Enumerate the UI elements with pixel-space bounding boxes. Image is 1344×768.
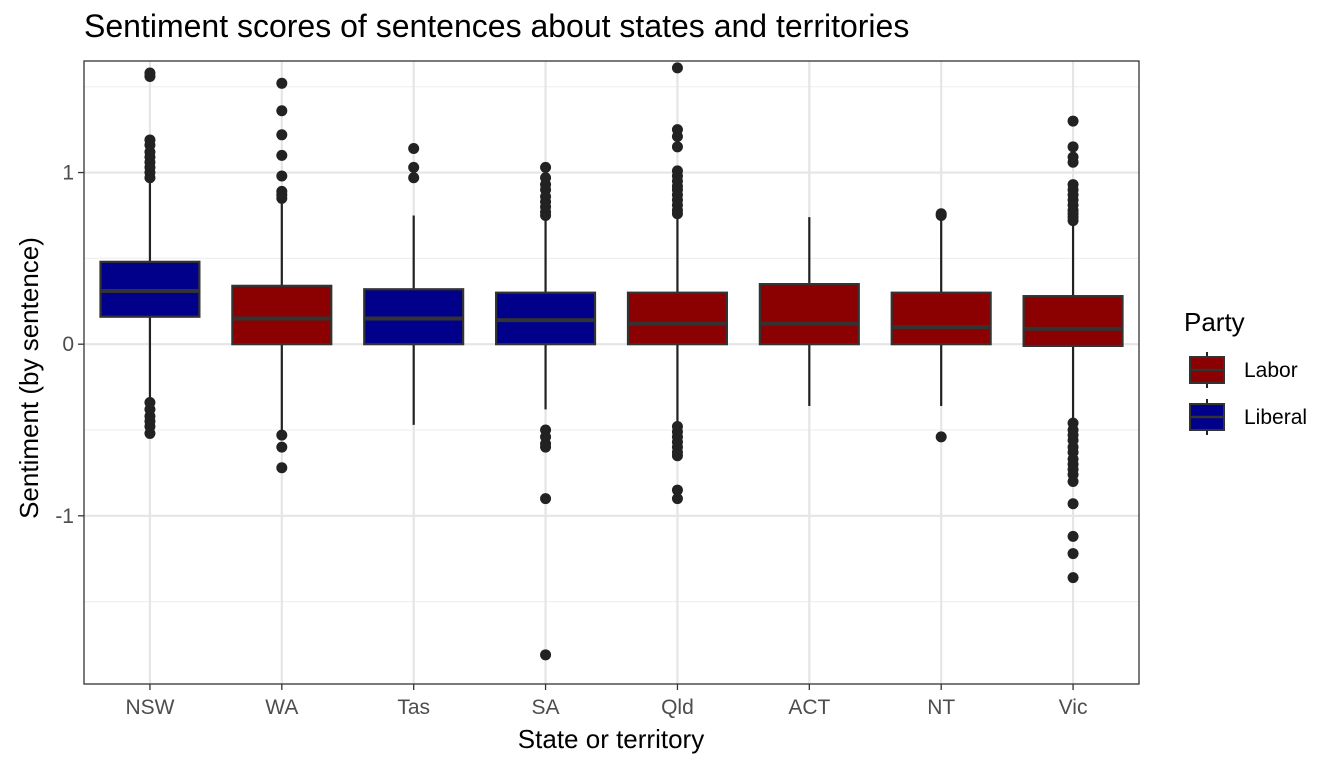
outlier-point [1067, 115, 1079, 127]
legend-item-liberal: Liberal [1189, 399, 1307, 435]
outlier-point [408, 143, 420, 155]
y-axis-title: Sentiment (by sentence) [14, 237, 44, 519]
outlier-point [1067, 475, 1079, 487]
x-tick-label: Qld [661, 696, 694, 719]
outlier-point [276, 441, 288, 453]
outlier-point [671, 493, 683, 505]
outlier-point [540, 441, 552, 453]
legend: Party Labor Liberal [1184, 307, 1307, 435]
outlier-point [540, 493, 552, 505]
box-group-sa [495, 161, 597, 661]
x-tick-label: NT [927, 696, 955, 719]
outlier-point [276, 192, 288, 204]
outlier-point [671, 208, 683, 220]
y-axis: 1 0 -1 [55, 162, 84, 528]
plot-background [84, 61, 1139, 684]
x-tick-label: Tas [397, 696, 430, 719]
legend-title: Party [1184, 307, 1245, 337]
outlier-point [1067, 141, 1079, 153]
box-nt [890, 291, 992, 346]
outlier-point [276, 149, 288, 161]
outlier-point [276, 77, 288, 89]
outlier-point [1067, 498, 1079, 510]
outlier-point [671, 62, 683, 74]
outlier-point [671, 131, 683, 143]
outlier-point [276, 462, 288, 474]
outlier-point [276, 429, 288, 441]
legend-item-labor: Labor [1189, 352, 1298, 388]
box-group-nsw [99, 67, 201, 439]
outlier-point [1067, 548, 1079, 560]
x-axis: NSW WA Tas SA Qld ACT NT Vic [125, 684, 1087, 719]
outlier-point [671, 141, 683, 153]
y-tick-label: 0 [62, 333, 74, 356]
x-tick-label: WA [265, 696, 298, 719]
box-group-wa [231, 77, 333, 474]
outlier-point [276, 129, 288, 141]
outlier-point [144, 70, 156, 82]
outlier-point [1067, 156, 1079, 168]
box-group-nt [890, 208, 992, 443]
outlier-point [935, 209, 947, 221]
plot-border [83, 60, 1140, 685]
outlier-point [671, 450, 683, 462]
outlier-point [144, 172, 156, 184]
outlier-point [540, 209, 552, 221]
outlier-point [408, 172, 420, 184]
box-qld [626, 291, 728, 346]
outlier-point [540, 649, 552, 661]
outlier-point [1067, 530, 1079, 542]
box-group-qld [626, 62, 728, 505]
box-vic [1022, 295, 1124, 347]
outlier-point [144, 427, 156, 439]
outlier-point [276, 170, 288, 182]
legend-label: Liberal [1244, 406, 1307, 429]
outlier-point [1067, 215, 1079, 227]
outlier-point [671, 484, 683, 496]
x-axis-title: State or territory [518, 724, 704, 754]
outlier-point [276, 105, 288, 117]
box-group-tas [363, 143, 465, 425]
x-tick-label: NSW [125, 696, 174, 719]
x-tick-label: SA [532, 696, 560, 719]
outlier-point [540, 161, 552, 173]
box-group-act [758, 217, 860, 406]
y-tick-label: 1 [62, 162, 74, 185]
x-tick-label: Vic [1059, 696, 1088, 719]
box-act [758, 283, 860, 346]
outlier-point [1067, 572, 1079, 584]
outlier-point [935, 431, 947, 443]
boxes-layer [99, 62, 1124, 661]
box-group-vic [1022, 115, 1124, 584]
y-tick-label: -1 [55, 505, 74, 528]
outlier-point [408, 161, 420, 173]
box-wa [231, 284, 333, 346]
x-tick-label: ACT [788, 696, 830, 719]
chart-title: Sentiment scores of sentences about stat… [84, 8, 910, 44]
legend-label: Labor [1244, 359, 1298, 382]
